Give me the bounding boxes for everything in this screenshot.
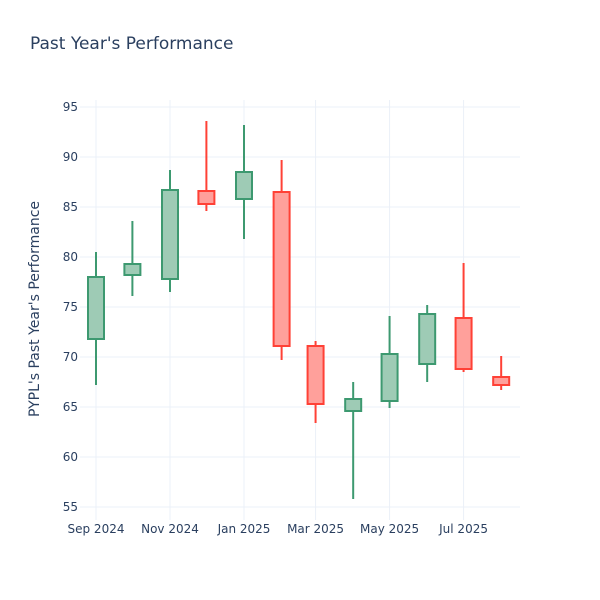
y-tick-label: 90	[63, 150, 78, 164]
candle-body-decreasing	[306, 345, 325, 405]
candle-body-decreasing	[492, 376, 511, 386]
y-tick-label: 85	[63, 200, 78, 214]
y-tick-label: 65	[63, 400, 78, 414]
x-tick-label: Mar 2025	[287, 522, 344, 536]
candle-body-increasing	[161, 189, 179, 280]
candle-body-decreasing	[197, 190, 216, 205]
candle-body-increasing	[344, 398, 363, 412]
x-tick-label: Jul 2025	[438, 522, 488, 536]
x-tick-label: Nov 2024	[141, 522, 199, 536]
candle-body-decreasing	[454, 317, 473, 370]
chart-title: Past Year's Performance	[30, 34, 234, 54]
y-tick-label: 95	[63, 100, 78, 114]
candle-body-increasing	[123, 263, 142, 276]
y-tick-label: 75	[63, 300, 78, 314]
candle-body-increasing	[380, 353, 399, 402]
x-tick-label: Sep 2024	[68, 522, 125, 536]
y-tick-label: 55	[63, 500, 78, 514]
candle-body-increasing	[418, 313, 437, 365]
x-tick-label: Jan 2025	[217, 522, 271, 536]
y-tick-label: 70	[63, 350, 78, 364]
candle-body-increasing	[87, 276, 105, 340]
y-tick-label: 80	[63, 250, 78, 264]
y-tick-label: 60	[63, 450, 78, 464]
x-tick-label: May 2025	[360, 522, 419, 536]
candle-body-decreasing	[272, 191, 291, 347]
candle-body-increasing	[235, 171, 253, 200]
